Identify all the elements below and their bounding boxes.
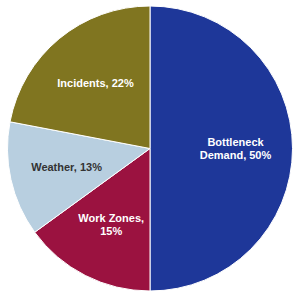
slice-label: Work Zones,15% bbox=[78, 212, 144, 237]
pie: BottleneckDemand, 50% Work Zones,15% Weath… bbox=[7, 6, 292, 291]
slice-label: Weather, 13% bbox=[31, 161, 102, 173]
chart: BottleneckDemand, 50% Work Zones,15% Weath… bbox=[0, 0, 300, 297]
slice-label-line: Weather, 13% bbox=[31, 161, 102, 173]
labels: BottleneckDemand, 50% Work Zones,15% Weath… bbox=[31, 77, 271, 238]
slice-label-line: Work Zones, bbox=[78, 212, 144, 224]
slice-label: BottleneckDemand, 50% bbox=[200, 136, 272, 161]
slice-label-line: 15% bbox=[100, 225, 122, 237]
slice-label-line: Incidents, 22% bbox=[57, 77, 134, 89]
slice-label-line: Bottleneck bbox=[207, 136, 264, 148]
slices bbox=[7, 6, 292, 291]
slice bbox=[150, 6, 293, 291]
slice-label: Incidents, 22% bbox=[57, 77, 134, 89]
slice bbox=[10, 6, 150, 149]
slice-label-line: Demand, 50% bbox=[200, 149, 272, 161]
